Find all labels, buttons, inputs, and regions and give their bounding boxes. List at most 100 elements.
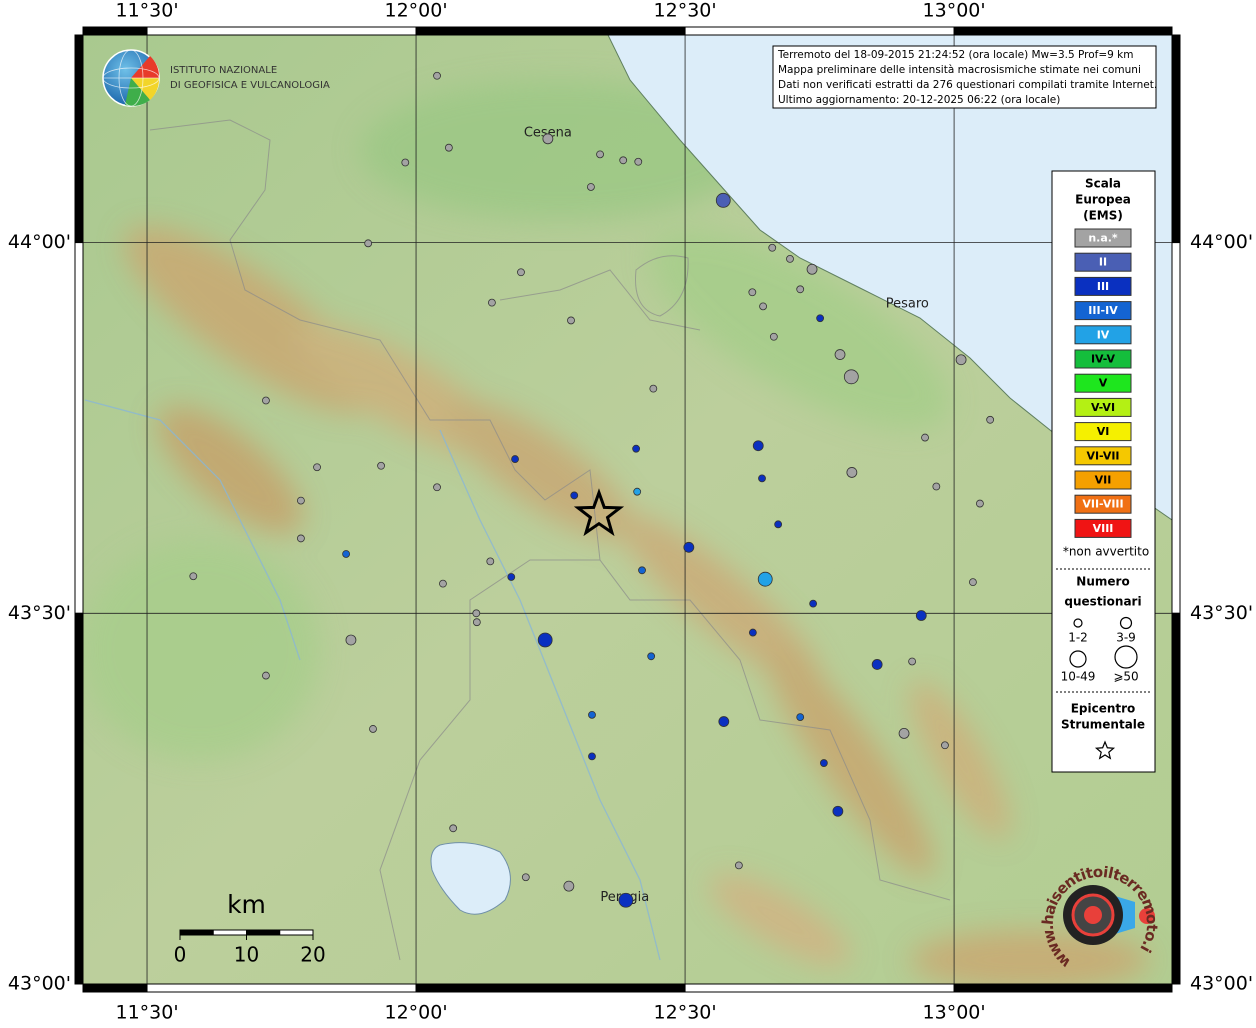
institute-name: ISTITUTO NAZIONALE — [170, 65, 277, 76]
y-tick-label: 43°30' — [1190, 602, 1253, 624]
legend-title: Scala — [1085, 177, 1121, 191]
legend-label: III-IV — [1088, 304, 1118, 317]
legend-size-label: 1-2 — [1068, 631, 1088, 645]
frame-band — [1171, 242, 1181, 614]
legend-title: Numero — [1076, 575, 1129, 589]
intensity-point — [748, 628, 757, 637]
x-tick-label: 13°00' — [923, 0, 986, 22]
intensity-point — [439, 579, 447, 588]
intensity-point — [632, 444, 641, 453]
legend-size — [1069, 650, 1087, 668]
y-tick-label: 44°00' — [1190, 231, 1253, 253]
info-box: Terremoto del 18-09-2015 21:24:52 (ora l… — [772, 45, 1157, 109]
intensity-point — [619, 156, 628, 165]
legend-swatch — [1074, 252, 1132, 272]
legend-swatch — [1074, 494, 1132, 514]
intensity-point — [297, 496, 305, 505]
intensity-point — [342, 550, 351, 558]
intensity-point — [507, 573, 516, 581]
intensity-point — [759, 302, 767, 311]
intensity-point — [570, 491, 579, 500]
terrain — [83, 35, 1172, 984]
scale-label: 0 — [174, 943, 187, 967]
legend-swatch — [1074, 518, 1132, 538]
legend-swatch — [1074, 373, 1132, 393]
intensity-point — [488, 298, 496, 307]
legend-label: II — [1099, 256, 1107, 269]
frame-band — [74, 242, 84, 614]
intensity-point — [262, 396, 270, 405]
legend-note: *non avvertito — [1063, 545, 1149, 559]
legend-swatch — [1074, 470, 1132, 490]
scale-label: 10 — [234, 943, 259, 967]
legend-label: V — [1099, 377, 1108, 390]
legend-label: III — [1097, 280, 1109, 293]
info-line: Ultimo aggiornamento: 20-12-2025 06:22 (… — [778, 94, 1060, 106]
intensity-point — [986, 415, 995, 424]
intensity-point — [369, 725, 377, 733]
frame-band — [82, 983, 148, 993]
legend-label: V-VI — [1091, 401, 1115, 414]
intensity-point — [816, 314, 825, 323]
x-tick-label: 12°30' — [654, 0, 717, 22]
scale-bar: km 0 10 20 — [174, 890, 326, 967]
intensity-point — [768, 243, 777, 252]
legend-swatch — [1074, 325, 1132, 345]
legend-size — [1119, 616, 1133, 630]
legend-title: Strumentale — [1061, 718, 1145, 732]
intensity-point — [683, 541, 695, 553]
scale-segment — [246, 929, 281, 936]
legend-swatch — [1074, 422, 1132, 442]
legend-swatch — [1074, 301, 1132, 321]
intensity-point — [769, 332, 778, 341]
intensity-point — [401, 158, 410, 167]
intensity-point — [587, 183, 595, 191]
frame-band — [1171, 34, 1181, 244]
legend-label: IV — [1097, 328, 1110, 341]
intensity-point — [433, 483, 441, 492]
intensity-point — [843, 369, 859, 385]
intensity-point — [433, 71, 441, 80]
legend-title: questionari — [1064, 595, 1141, 609]
legend-swatch — [1074, 349, 1132, 369]
intensity-point — [832, 805, 844, 817]
intensity-point — [472, 618, 481, 627]
legend-swatch — [1074, 276, 1132, 296]
intensity-point — [588, 752, 596, 761]
legend-size-label: 3-9 — [1116, 631, 1136, 645]
intensity-point — [715, 192, 731, 208]
legend-label: VII — [1095, 474, 1112, 487]
intensity-point — [649, 384, 658, 393]
legend-label: IV-V — [1091, 353, 1116, 366]
intensity-point — [955, 354, 967, 366]
intensity-points — [189, 71, 995, 908]
ingv-logo: ISTITUTO NAZIONALE DI GEOFISICA E VULCAN… — [102, 49, 330, 107]
intensity-point — [542, 133, 554, 145]
scale-label: 20 — [300, 943, 325, 967]
legend-title: Epicentro — [1071, 702, 1136, 716]
intensity-point — [189, 572, 198, 581]
intensity-point — [262, 671, 270, 680]
city-label: Cesena — [524, 125, 572, 140]
legend-size-label: ⩾50 — [1113, 670, 1138, 684]
legend-label: VI-VII — [1086, 449, 1119, 462]
intensity-point — [796, 713, 805, 721]
intensity-point — [588, 710, 596, 719]
intensity-point — [521, 873, 530, 882]
city-label: Pesaro — [886, 297, 929, 312]
intensity-point — [377, 461, 385, 470]
intensity-point — [786, 255, 794, 263]
legend-size — [1114, 645, 1138, 669]
frame-band — [1171, 612, 1181, 985]
intensity-point — [618, 892, 634, 908]
legend: ScalaEuropea(EMS)n.a.*IIIIIIII-IVIVIV-VV… — [1051, 170, 1156, 773]
epicentre — [573, 488, 625, 537]
x-tick-label: 12°30' — [654, 1002, 717, 1024]
intensity-point — [486, 557, 495, 566]
intensity-point — [757, 571, 773, 587]
legend-label: VI — [1097, 425, 1110, 438]
intensity-point — [941, 741, 949, 750]
legend-size — [1073, 618, 1083, 628]
intensity-point — [444, 143, 453, 152]
intensity-point — [819, 759, 828, 767]
